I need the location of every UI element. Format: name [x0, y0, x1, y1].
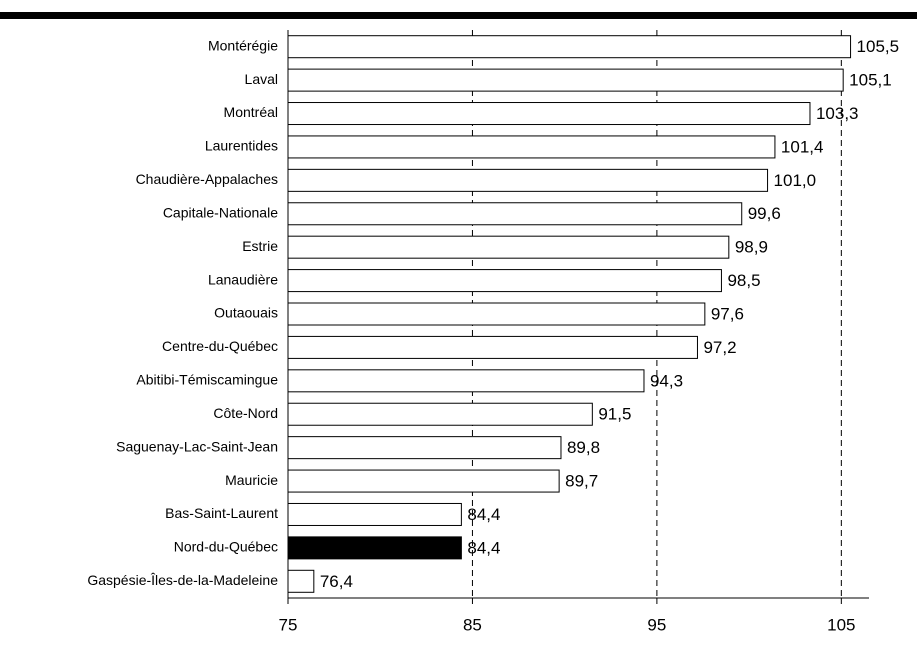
top-rule — [0, 12, 917, 19]
y-tick-label: Mauricie — [225, 472, 278, 488]
bar — [287, 569, 315, 593]
y-tick-label: Montérégie — [208, 37, 278, 53]
value-label: 84,4 — [467, 505, 500, 524]
value-label: 105,5 — [857, 37, 900, 56]
bar — [287, 536, 462, 560]
y-tick-label: Abitibi-Témiscamingue — [136, 372, 278, 388]
y-tick-label: Capitale-Nationale — [163, 204, 278, 220]
bar — [287, 102, 811, 126]
bar — [287, 35, 852, 59]
value-label: 98,5 — [727, 271, 760, 290]
value-label: 97,6 — [711, 304, 744, 323]
value-label: 89,7 — [565, 472, 598, 491]
value-label: 99,6 — [748, 204, 781, 223]
y-tick-label: Gaspésie-Îles-de-la-Madeleine — [87, 572, 278, 588]
bar — [287, 469, 560, 493]
y-tick-label: Bas-Saint-Laurent — [165, 505, 278, 521]
bar — [287, 68, 844, 92]
y-tick-label: Chaudière-Appalaches — [136, 171, 278, 187]
value-label: 84,4 — [467, 538, 500, 557]
bar — [287, 402, 593, 426]
x-tick-label: 75 — [279, 615, 298, 634]
value-label: 97,2 — [703, 338, 736, 357]
bar — [287, 369, 645, 393]
y-tick-label: Laval — [245, 71, 278, 87]
value-label: 105,1 — [849, 71, 892, 90]
y-tick-label: Lanaudière — [208, 271, 278, 287]
value-label: 91,5 — [598, 405, 631, 424]
y-tick-label: Laurentides — [205, 138, 278, 154]
y-tick-label: Outaouais — [214, 305, 278, 321]
bar — [287, 269, 722, 293]
y-tick-label: Saguenay-Lac-Saint-Jean — [116, 438, 278, 454]
value-label: 101,0 — [774, 171, 817, 190]
bar — [287, 235, 730, 259]
bar — [287, 135, 776, 159]
bar — [287, 168, 769, 192]
y-tick-label: Côte-Nord — [213, 405, 278, 421]
bar — [287, 335, 698, 359]
bar — [287, 302, 706, 326]
y-tick-label: Estrie — [242, 238, 278, 254]
y-tick-label: Centre-du-Québec — [162, 338, 278, 354]
y-tick-label: Montréal — [224, 104, 278, 120]
value-label: 89,8 — [567, 438, 600, 457]
x-tick-label: 85 — [463, 615, 482, 634]
bar — [287, 202, 743, 226]
value-label: 98,9 — [735, 238, 768, 257]
bar — [287, 436, 562, 460]
value-label: 76,4 — [320, 572, 353, 591]
y-tick-label: Nord-du-Québec — [174, 539, 278, 555]
value-label: 94,3 — [650, 371, 683, 390]
value-label: 101,4 — [781, 137, 824, 156]
bar — [287, 502, 462, 526]
value-label: 103,3 — [816, 104, 859, 123]
x-tick-label: 105 — [827, 615, 855, 634]
x-tick-label: 95 — [647, 615, 666, 634]
